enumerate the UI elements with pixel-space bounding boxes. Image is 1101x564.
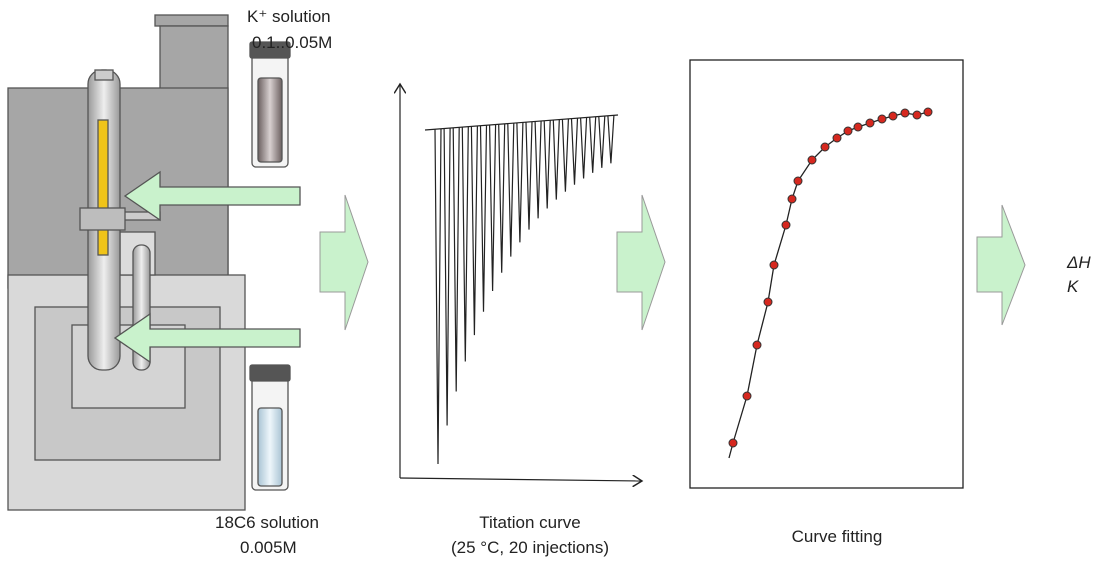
fit-point: [924, 108, 932, 116]
fit-point: [913, 111, 921, 119]
peak: [499, 124, 505, 273]
diagram: K⁺ solution 0.1..0.05M 18C6 solution 0.0…: [0, 0, 1101, 564]
peak: [435, 129, 441, 464]
fit-point: [821, 143, 829, 151]
fit-point: [782, 221, 790, 229]
fit-point: [844, 127, 852, 135]
titration-conditions: (25 °C, 20 injections): [451, 538, 609, 557]
peak: [581, 117, 587, 178]
titration-title: Titation curve: [479, 513, 580, 532]
fit-point: [833, 134, 841, 142]
cell-concentration: 0.005M: [240, 538, 297, 557]
baseline: [425, 115, 618, 130]
peak: [526, 122, 532, 230]
fit-point: [788, 195, 796, 203]
constant-label: K: [1067, 277, 1079, 296]
peak: [453, 127, 459, 391]
fit-point: [729, 439, 737, 447]
apparatus: [8, 15, 300, 510]
fitting-title: Curve fitting: [792, 527, 883, 546]
peak: [599, 116, 605, 168]
fit-point: [764, 298, 772, 306]
fit-point: [753, 341, 761, 349]
peak: [562, 119, 568, 192]
peak: [590, 117, 596, 173]
peak: [544, 120, 550, 208]
peak: [553, 120, 559, 200]
peak: [444, 128, 450, 425]
peak: [471, 126, 477, 335]
fit-point: [770, 261, 778, 269]
fit-point: [866, 119, 874, 127]
peak: [481, 125, 487, 311]
fit-point: [808, 156, 816, 164]
page: {"apparatus": {"syringe_label": "K⁺ solu…: [0, 0, 1101, 564]
peak: [572, 118, 578, 185]
fit-point: [743, 392, 751, 400]
syringe-concentration: 0.1..0.05M: [252, 33, 332, 52]
fit-point: [854, 123, 862, 131]
fit-point: [889, 112, 897, 120]
peak: [517, 122, 523, 242]
fit-point: [794, 177, 802, 185]
peak: [490, 125, 496, 292]
titration-plot: [400, 84, 642, 481]
peak: [608, 115, 614, 163]
syringe-label: K⁺ solution: [247, 7, 331, 26]
peak: [508, 123, 514, 257]
fit-point: [878, 115, 886, 123]
peak: [535, 121, 541, 218]
fit-point: [901, 109, 909, 117]
cell-label: 18C6 solution: [215, 513, 319, 532]
peak: [462, 127, 468, 362]
fitting-plot: [690, 60, 963, 488]
enthalpy-label: ΔH: [1066, 253, 1091, 272]
